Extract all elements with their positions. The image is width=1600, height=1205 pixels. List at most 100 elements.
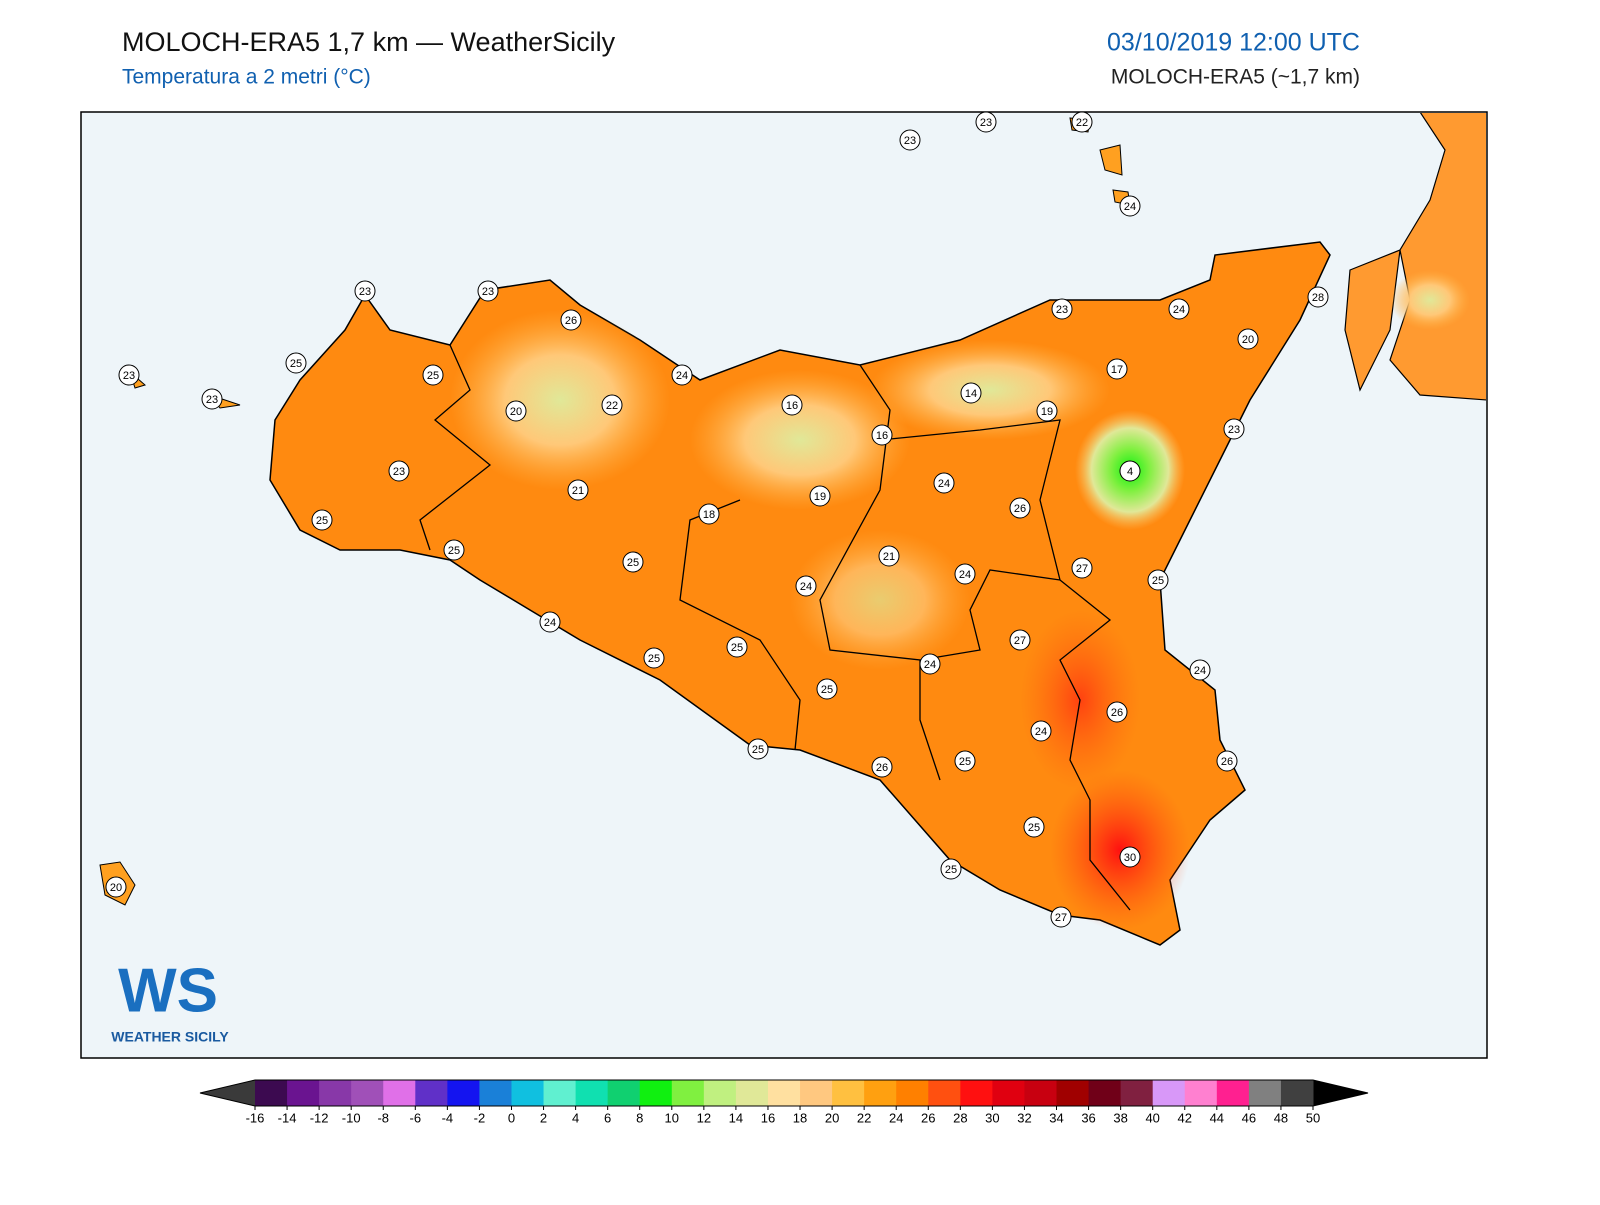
station-marker (1216, 750, 1238, 772)
colorbar-label: 40 (1145, 1110, 1159, 1125)
colorbar-under (200, 1080, 255, 1106)
station-marker (1106, 358, 1128, 380)
station-value: 23 (359, 286, 371, 298)
colorbar-label: 44 (1210, 1110, 1224, 1125)
station-marker (622, 551, 644, 573)
station-marker (1030, 720, 1052, 742)
colorbar-segment (1184, 1080, 1218, 1106)
colorbar-label: 24 (889, 1110, 903, 1125)
station-marker (1050, 906, 1072, 928)
station-marker (105, 876, 127, 898)
colorbar-segment (767, 1080, 801, 1106)
colorbar-label: 34 (1049, 1110, 1063, 1125)
station-value: 27 (1055, 912, 1067, 924)
station-value: 25 (1152, 575, 1164, 587)
station-marker (1147, 569, 1169, 591)
colorbar-segment (832, 1080, 865, 1106)
station-value: 24 (676, 370, 688, 382)
colorbar-segment (575, 1080, 609, 1106)
colorbar-segment (1024, 1080, 1058, 1106)
colorbar-segment (928, 1080, 961, 1106)
colorbar-label: 30 (985, 1110, 999, 1125)
station-marker (871, 424, 893, 446)
station-value: 21 (883, 551, 895, 563)
colorbar-segment (639, 1080, 673, 1106)
station-value: 26 (876, 762, 888, 774)
station-value: 25 (648, 653, 660, 665)
station-marker (311, 509, 333, 531)
colorbar-label: 38 (1113, 1110, 1127, 1125)
colorbar-segment (671, 1080, 705, 1106)
station-marker (443, 539, 465, 561)
colorbar-label: 14 (729, 1110, 743, 1125)
colorbar-label: 28 (953, 1110, 967, 1125)
colorbar-segment (896, 1080, 929, 1106)
station-marker (422, 364, 444, 386)
colorbar-label: 42 (1178, 1110, 1192, 1125)
station-value: 18 (703, 509, 715, 521)
station-marker (1071, 111, 1093, 133)
colorbar-segment (511, 1080, 545, 1106)
model: MOLOCH-ERA5 (~1,7 km) (1111, 66, 1360, 89)
station-value: 24 (1173, 304, 1185, 316)
station-value: 16 (876, 430, 888, 442)
colorbar-label: -2 (474, 1110, 486, 1125)
colorbar-label: 2 (540, 1110, 547, 1125)
station-value: 20 (110, 882, 122, 894)
station-value: 23 (206, 394, 218, 406)
station-marker (1051, 298, 1073, 320)
station-marker (698, 503, 720, 525)
station-marker (1119, 195, 1141, 217)
colorbar-segment (1088, 1080, 1122, 1106)
station-marker (560, 309, 582, 331)
station-value: 23 (1056, 304, 1068, 316)
station-marker (1189, 659, 1211, 681)
station-marker (388, 460, 410, 482)
colorbar-segment (287, 1080, 320, 1106)
station-marker (795, 575, 817, 597)
station-value: 25 (1028, 822, 1040, 834)
colorbar-label: -16 (246, 1110, 265, 1125)
colorbar-segment (1280, 1080, 1314, 1106)
station-marker (1106, 701, 1128, 723)
colorbar-label: 0 (508, 1110, 515, 1125)
subtitle: Temperatura a 2 metri (°C) (122, 66, 371, 89)
station-value: 24 (544, 617, 556, 629)
station-value: 26 (565, 315, 577, 327)
colorbar-label: 6 (604, 1110, 611, 1125)
station-marker (878, 545, 900, 567)
colorbar-segment (543, 1080, 577, 1106)
colorbar-segment (1152, 1080, 1186, 1106)
colorbar-segment (351, 1080, 384, 1106)
station-value: 25 (290, 358, 302, 370)
station-value: 24 (1124, 201, 1136, 213)
date: 03/10/2019 12:00 UTC (1107, 29, 1360, 57)
station-marker (354, 280, 376, 302)
station-marker (1168, 298, 1190, 320)
station-marker (118, 364, 140, 386)
colorbar-segment (800, 1080, 833, 1106)
colorbar-label: -10 (342, 1110, 361, 1125)
station-value: 22 (1076, 117, 1088, 129)
colorbar-label: -14 (278, 1110, 297, 1125)
station-marker (919, 653, 941, 675)
station-marker (899, 129, 921, 151)
colorbar-label: 46 (1242, 1110, 1256, 1125)
station-marker (933, 472, 955, 494)
station-marker (601, 394, 623, 416)
station-value: 23 (904, 135, 916, 147)
station-value: 27 (1076, 563, 1088, 575)
station-marker (940, 858, 962, 880)
station-value: 25 (752, 744, 764, 756)
station-value: 25 (427, 370, 439, 382)
station-value: 23 (393, 466, 405, 478)
station-marker (505, 400, 527, 422)
station-marker (781, 394, 803, 416)
colorbar-label: 32 (1017, 1110, 1031, 1125)
station-marker (1036, 400, 1058, 422)
station-value: 20 (1242, 334, 1254, 346)
colorbar-label: -8 (377, 1110, 389, 1125)
colorbar-label: 20 (825, 1110, 839, 1125)
station-marker (1237, 328, 1259, 350)
station-value: 26 (1014, 503, 1026, 515)
